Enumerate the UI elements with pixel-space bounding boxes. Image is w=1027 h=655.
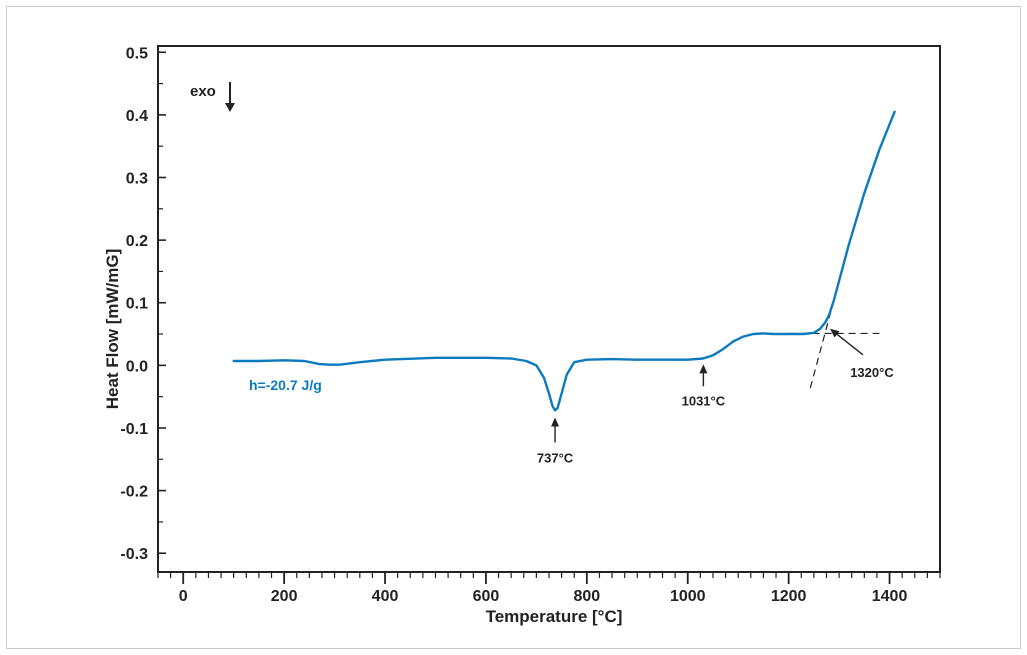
y-tick-labels: 0.5 0.4 0.3 0.2 0.1 0.0 -0.1 -0.2 -0.3 — [120, 45, 148, 563]
exo-direction-arrow-icon — [225, 82, 235, 112]
x-tick-label: 800 — [573, 588, 600, 605]
y-tick-label: 0.1 — [126, 296, 148, 313]
annotation-label: 737°C — [537, 450, 574, 465]
annotation-label: 1031°C — [682, 393, 726, 408]
annotation-arrow-head — [829, 328, 840, 338]
x-axis-label: Temperature [°C] — [486, 607, 623, 626]
exo-label: exo — [190, 83, 216, 100]
enthalpy-label: h=-20.7 J/g — [249, 377, 322, 393]
slope-tangent — [809, 280, 840, 389]
y-tick-label: -0.2 — [120, 484, 148, 501]
x-tick-label: 1000 — [670, 588, 706, 605]
annotation-arrow-head — [551, 417, 560, 427]
x-tick-labels: 0 200 400 600 800 1000 1200 1400 — [179, 588, 908, 605]
y-tick-label: 0.4 — [126, 108, 148, 125]
y-axis-label: Heat Flow [mW/mG] — [103, 249, 122, 410]
y-tick-label: -0.1 — [120, 421, 148, 438]
y-tick-label: -0.3 — [120, 546, 148, 563]
series-line — [232, 110, 896, 412]
x-tick-label: 200 — [271, 588, 298, 605]
annotations: 737°C 1031°C 1320°C — [537, 328, 894, 465]
y-tick-label: 0.0 — [126, 358, 148, 375]
x-tick-label: 1400 — [872, 588, 908, 605]
x-tick-label: 0 — [179, 588, 188, 605]
y-tick-label: 0.5 — [126, 45, 148, 62]
chart-frame — [6, 6, 1021, 649]
annotation-arrow — [836, 333, 864, 356]
axis-ticks — [157, 51, 941, 584]
annotation-label: 1320°C — [850, 365, 894, 380]
y-tick-label: 0.3 — [126, 171, 148, 188]
x-tick-label: 600 — [473, 588, 500, 605]
annotation-arrow-head — [699, 364, 708, 374]
x-tick-label: 1200 — [771, 588, 807, 605]
plot-area — [157, 45, 941, 573]
y-tick-label: 0.2 — [126, 233, 148, 250]
exo-arrow-head — [225, 103, 235, 112]
x-tick-label: 400 — [372, 588, 399, 605]
